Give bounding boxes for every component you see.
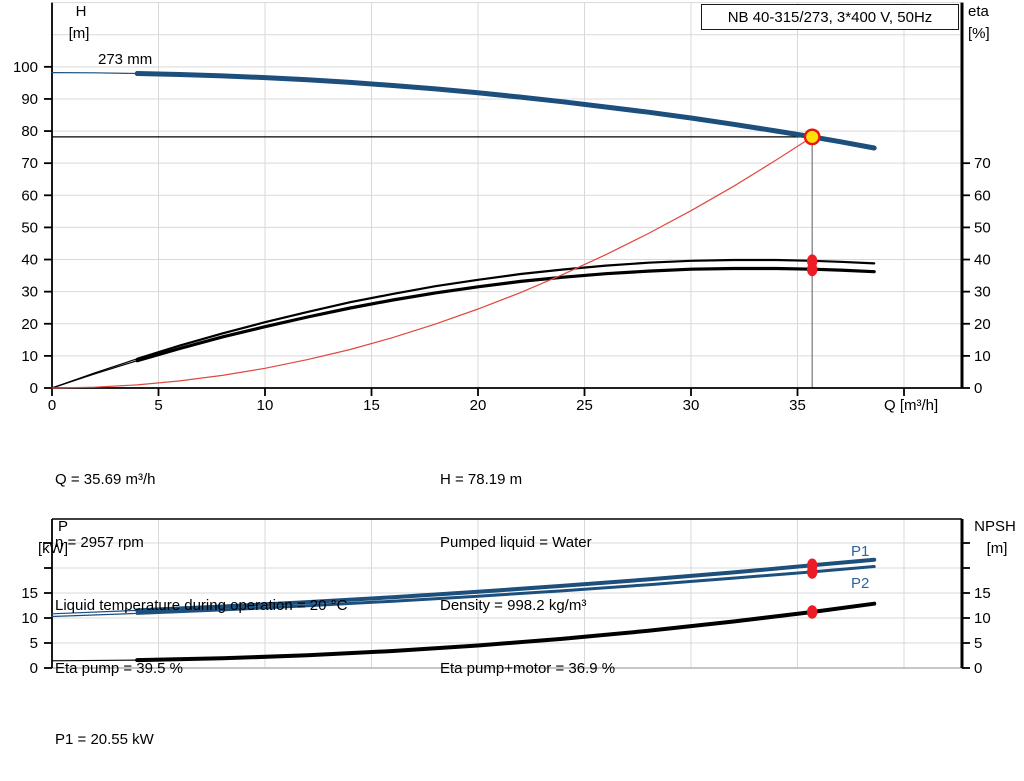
qh-grid (52, 2, 962, 388)
right-tick-label: 15 (974, 585, 991, 602)
series-system-curve-main (51, 136, 813, 389)
eta-axis-label: eta (968, 3, 989, 20)
x-tick-label: 10 (257, 397, 274, 414)
qh-axes: 0 10 20 30 40 50 60 70 80 90 100 0 10 20 30 40 50 60 70 0 5 1… (13, 2, 991, 414)
impeller-diameter-label: 273 mm (98, 51, 153, 68)
right-tick-label: 50 (974, 219, 991, 236)
left-tick-label: 90 (21, 91, 38, 108)
series-system-curve (51, 136, 813, 389)
left-tick-label: 40 (21, 252, 38, 269)
left-tick-label: 70 (21, 155, 38, 172)
info-line-h: H = 78.19 m (440, 471, 523, 488)
series-p1-thin (51, 609, 138, 615)
x-tick-label: 0 (48, 397, 56, 414)
x-tick-label: 5 (154, 397, 162, 414)
q-axis-label: Q [m³/h] (884, 397, 939, 414)
left-tick-label: 20 (21, 316, 38, 333)
p-axis-unit: [kW] (38, 540, 68, 557)
marker-eta-pump-motor-point (806, 262, 818, 277)
p1-curve-label: P1 (851, 543, 870, 560)
left-tick-label: 15 (21, 585, 38, 602)
left-tick-label: 60 (21, 187, 38, 204)
right-tick-label: 10 (974, 348, 991, 365)
series-p1-main (135, 557, 877, 613)
series-head-273mm-thin (51, 72, 138, 75)
series-p2 (51, 565, 876, 618)
chart-power: 0 5 10 15 0 5 10 15 (21, 518, 991, 677)
result-line-p1: P1 = 20.55 kW (55, 731, 154, 748)
info-line-eta: Eta pump = 39.5 % (55, 660, 183, 677)
left-tick-label: 0 (30, 380, 38, 397)
left-tick-label: 100 (13, 59, 38, 76)
series-p2-main (135, 565, 876, 615)
duty-info-left: Q = 35.69 m³/h n = 2957 rpm Liquid tempe… (55, 427, 347, 721)
left-tick-label: 10 (21, 348, 38, 365)
x-tick-label: 35 (789, 397, 806, 414)
left-tick-label: 50 (21, 219, 38, 236)
info-line-n: n = 2957 rpm (55, 534, 144, 551)
npsh-axis-unit: [m] (986, 540, 1008, 557)
right-tick-label: 0 (974, 380, 982, 397)
series-eta-pump-motor-main (135, 266, 876, 363)
left-tick-label: 5 (30, 635, 38, 652)
info-line-eta-tot: Eta pump+motor = 36.9 % (440, 660, 616, 677)
chart-qh: 0 10 20 30 40 50 60 70 80 90 100 0 10 20 30 40 50 60 70 0 5 1… (13, 2, 991, 414)
right-tick-label: 10 (974, 610, 991, 627)
left-tick-label: 30 (21, 284, 38, 301)
right-tick-label: 0 (974, 660, 982, 677)
series-eta-pump-main (136, 258, 876, 360)
series-head-273mm (51, 71, 877, 151)
duty-info-right: H = 78.19 m Pumped liquid = Water Densit… (440, 427, 615, 721)
series-npsh-thin (51, 659, 138, 662)
x-tick-label: 30 (683, 397, 700, 414)
power-axes: 0 5 10 15 0 5 10 15 (21, 519, 991, 677)
h-axis-label: H (75, 3, 87, 20)
left-tick-label: 80 (21, 123, 38, 140)
series-eta-pump-motor-thin (51, 360, 138, 389)
series-npsh-main (135, 601, 877, 663)
right-tick-label: 30 (974, 284, 991, 301)
h-axis-unit: [m] (68, 25, 90, 42)
x-tick-label: 25 (576, 397, 593, 414)
info-line-liquid: Pumped liquid = Water (440, 534, 592, 551)
marker-p2-point (806, 565, 818, 579)
x-tick-label: 15 (363, 397, 380, 414)
pump-title-box: NB 40-315/273, 3*400 V, 50Hz (701, 4, 959, 30)
pump-title: NB 40-315/273, 3*400 V, 50Hz (727, 8, 933, 26)
series-p2-thin (51, 612, 138, 618)
series-head-273mm-main (134, 71, 877, 151)
right-tick-label: 20 (974, 316, 991, 333)
right-tick-label: 5 (974, 635, 982, 652)
left-tick-label: 10 (21, 610, 38, 627)
info-line-q: Q = 35.69 m³/h (55, 471, 156, 488)
p2-curve-label: P2 (851, 575, 870, 592)
eta-axis-unit: [%] (968, 25, 990, 42)
p-axis-label: P (57, 518, 69, 535)
result-block: P1 = 20.55 kW P2 = 19.22 kW NPSH = 11.2 … (55, 687, 376, 781)
right-tick-label: 40 (974, 252, 991, 269)
npsh-axis-label: NPSH (974, 518, 1016, 535)
right-tick-label: 70 (974, 155, 991, 172)
series-eta-pump-motor (51, 266, 876, 389)
info-line-temp: Liquid temperature during operation = 20… (55, 597, 348, 614)
series-npsh (51, 601, 877, 663)
info-line-density: Density = 998.2 kg/m³ (440, 597, 587, 614)
series-p1 (51, 557, 877, 615)
right-tick-label: 60 (974, 187, 991, 204)
marker-npsh-point (806, 605, 818, 619)
marker-duty-point (803, 128, 821, 146)
left-tick-label: 0 (30, 660, 38, 677)
x-tick-label: 20 (470, 397, 487, 414)
